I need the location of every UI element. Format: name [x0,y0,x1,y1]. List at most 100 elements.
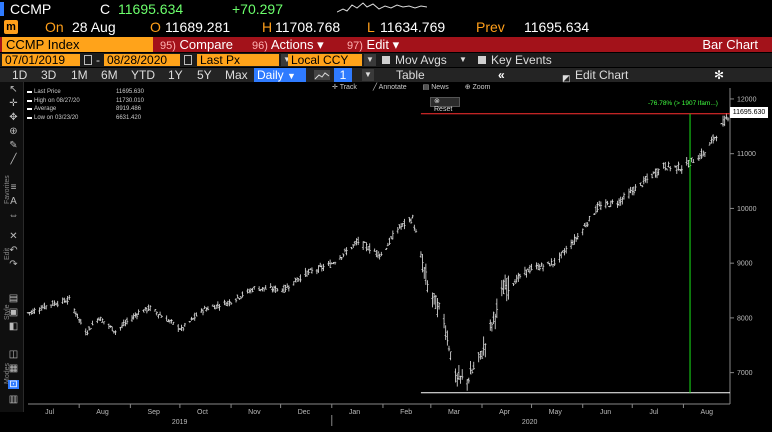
range-1y[interactable]: 1Y [168,68,183,82]
line-style-icon[interactable]: ▤ [8,293,19,304]
color-icon[interactable]: ▣ [8,307,19,318]
interval-button[interactable]: 1 [334,68,352,82]
fill-icon[interactable]: ◧ [8,321,19,332]
range-max[interactable]: Max [225,68,248,82]
year-label: 2020 [522,419,538,426]
edit-number: 97) [347,40,363,52]
x-tick-label: Aug [96,409,109,416]
date-row: 07/01/2019 - 08/28/2020 Last Px ▼ Local … [0,53,772,67]
zoom-icon[interactable]: ⊕ [9,126,18,137]
sparkline-icon [337,2,427,13]
track-label: Track [339,84,357,91]
frequency-dropdown-icon: ▼ [287,71,296,81]
cursor-icon[interactable]: ↖ [9,84,18,95]
table-button[interactable]: Table [396,68,425,82]
y-tick-label: 12000 [737,96,757,103]
range-6m[interactable]: 6M [101,68,118,82]
close-label: C [100,1,111,17]
delete-icon[interactable]: ✕ [9,231,18,242]
legend-label: Last Price [34,89,61,95]
news-tool[interactable]: ▤ News [422,84,449,91]
gear-icon[interactable]: ✻ [714,68,725,82]
snap-icon[interactable]: ⊡ [8,379,19,390]
start-date-field[interactable]: 07/01/2019 [2,54,80,66]
x-tick-label: Dec [298,409,311,416]
edit-chart-icon: ◩ [562,73,571,83]
crosshair-icon[interactable]: ✛ [9,98,18,109]
chart-type-dropdown-icon[interactable]: ▼ [362,69,374,81]
redo-icon[interactable]: ↷ [9,259,18,270]
measure-icon[interactable]: ⇔ [8,210,19,221]
range-ytd[interactable]: YTD [131,68,155,82]
low-label: L [367,19,375,35]
compare-button[interactable]: 95) Compare [160,37,233,52]
actions-dropdown-icon: ▾ [317,37,324,52]
y-tick-label: 8000 [737,315,753,322]
prev-value: 11695.634 [524,19,590,35]
annotate-tool[interactable]: ╱ Annotate [372,84,407,91]
year-label: 2019 [172,419,188,426]
mov-avgs-label: Mov Avgs [395,53,447,67]
x-tick-label: Jan [349,409,360,416]
ticker-marker [0,2,4,16]
price-chart[interactable]: 7000 8000 9000 10000 11000 12000 Jul Aug Sep Oct N… [24,82,772,432]
x-tick-label: Apr [499,409,511,416]
key-events-checkbox[interactable] [478,56,486,64]
price-change: +70.297 [232,1,283,17]
high-label: H [262,19,273,35]
line-chart-icon[interactable] [314,70,330,80]
legend-label: High on 08/27/20 [34,97,80,104]
field-select[interactable]: Last Px [197,54,279,66]
end-date-field[interactable]: 08/28/2020 [104,54,180,66]
ticker-row: CCMP C 11695.634 +70.297 [0,0,772,18]
y-tick-label: 10000 [737,206,757,213]
trendline-icon[interactable]: ╱ [10,154,17,165]
annotate-label: Annotate [378,84,407,91]
quote-row: m On 28 Aug O 11689.281 H 11708.768 L 11… [0,18,772,36]
currency-select[interactable]: Local CCY [288,54,362,66]
y-tick-label: 9000 [737,261,753,268]
pencil-icon[interactable]: ✎ [9,140,18,151]
grid-icon[interactable]: ▦ [8,363,19,374]
collapse-icon[interactable]: « [498,68,505,82]
range-1d[interactable]: 1D [12,68,28,82]
calendar-icon[interactable] [184,55,192,65]
high-value: 11708.768 [275,19,341,35]
mov-avgs-dropdown-icon[interactable]: ▼ [459,55,467,64]
currency-dropdown-icon[interactable]: ▼ [364,54,376,66]
ticker-symbol[interactable]: CCMP [10,1,52,17]
x-tick-label: Nov [248,409,261,416]
x-tick-label: May [549,409,563,416]
edit-button[interactable]: 97) Edit ▾ [347,37,399,52]
pan-icon[interactable]: ✥ [9,112,18,123]
chart-area[interactable]: 7000 8000 9000 10000 11000 12000 Jul Aug Sep Oct N… [24,82,772,432]
range-5y[interactable]: 5Y [197,68,212,82]
edit-chart-button[interactable]: Edit Chart [575,68,629,82]
text-icon[interactable]: A [10,196,17,207]
actions-button[interactable]: 96) Actions ▾ [252,37,324,52]
security-field[interactable]: CCMP Index [2,37,153,52]
legend-label: Average [34,106,57,112]
reset-button[interactable]: ⊗ Reset [430,97,460,113]
legend-label: Low on 03/23/20 [34,114,79,121]
frequency-select[interactable]: Daily ▼ [254,68,306,82]
market-icon: m [4,20,18,34]
reset-icon: ⊗ [434,98,440,105]
news-label: News [431,84,449,91]
low-value: 11634.769 [380,19,446,35]
calendar-icon[interactable] [84,55,92,65]
mov-avgs-checkbox[interactable] [382,56,390,64]
key-events-label: Key Events [491,53,552,67]
fib-icon[interactable]: ≡ [10,182,17,193]
range-1m[interactable]: 1M [71,68,88,82]
lock-icon[interactable]: ▥ [8,394,19,405]
undo-icon[interactable]: ↶ [9,245,18,256]
actions-label: Actions [270,37,314,52]
zoom-tool[interactable]: ⊕ Zoom [464,84,491,91]
compare-label: Compare [179,37,233,52]
x-tick-label: Mar [448,409,461,416]
track-tool[interactable]: ✛ Track [332,84,357,91]
mode-icon[interactable]: ◫ [8,349,19,360]
open-label: O [150,19,161,35]
range-3d[interactable]: 3D [41,68,57,82]
